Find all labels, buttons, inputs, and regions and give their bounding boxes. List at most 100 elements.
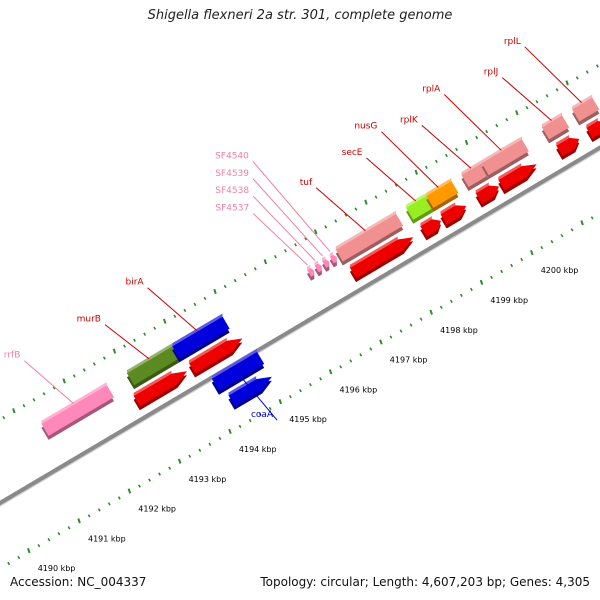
accession-text: Accession: NC_004337 bbox=[10, 575, 147, 589]
tick-mark bbox=[515, 110, 519, 116]
tick-mark bbox=[47, 538, 51, 542]
tick-mark bbox=[22, 404, 26, 408]
gene-sf4540 bbox=[329, 251, 337, 268]
inner-tick-row bbox=[0, 216, 594, 571]
tick-mark bbox=[324, 225, 328, 229]
cds-block bbox=[189, 337, 243, 378]
map-title: Shigella flexneri 2a str. 301, complete … bbox=[147, 8, 453, 23]
tick-mark bbox=[92, 362, 96, 366]
tick-mark bbox=[263, 259, 268, 265]
tick-mark bbox=[560, 234, 564, 238]
tick-mark bbox=[223, 284, 227, 289]
leader-line bbox=[252, 161, 331, 252]
gene-label: tuf bbox=[300, 178, 313, 188]
tick-mark bbox=[2, 415, 6, 420]
tick-mark bbox=[7, 561, 11, 566]
tick-mark bbox=[580, 220, 584, 226]
gene-label: murB bbox=[77, 315, 101, 325]
tick-mark bbox=[500, 269, 504, 274]
gene-nusg bbox=[426, 178, 459, 212]
gene-label: rrfB bbox=[4, 351, 21, 361]
tick-mark bbox=[163, 318, 167, 324]
cds-block bbox=[349, 236, 414, 283]
cds-block bbox=[133, 370, 187, 411]
leader-line bbox=[443, 94, 502, 151]
tick-mark bbox=[27, 547, 31, 554]
gene-rpll bbox=[572, 94, 600, 126]
tick-mark bbox=[123, 344, 126, 348]
tick-mark bbox=[364, 199, 368, 205]
tick-mark bbox=[228, 428, 232, 435]
tick-mark bbox=[414, 169, 418, 175]
tick-mark bbox=[535, 100, 539, 104]
tick-mark bbox=[570, 228, 574, 232]
tick-mark bbox=[208, 442, 212, 446]
leader-line bbox=[252, 213, 308, 266]
tick-mark bbox=[77, 518, 81, 524]
ruler-label: 4190 kbp bbox=[38, 564, 76, 573]
tick-mark bbox=[233, 278, 237, 283]
tick-mark bbox=[42, 392, 46, 396]
tick-mark bbox=[339, 365, 343, 369]
tick-mark bbox=[399, 329, 403, 333]
tick-mark bbox=[274, 255, 277, 259]
tick-mark bbox=[127, 488, 132, 494]
gene-sf4538 bbox=[314, 260, 322, 277]
tick-mark bbox=[510, 263, 514, 268]
cds-block bbox=[556, 134, 580, 160]
gene-rrfb bbox=[41, 382, 114, 440]
tick-mark bbox=[545, 94, 549, 98]
gene-label: SF4537 bbox=[215, 204, 249, 214]
cds-block bbox=[420, 216, 441, 241]
tick-mark bbox=[374, 195, 378, 199]
gene-label: rplK bbox=[400, 115, 419, 125]
tick-mark bbox=[464, 139, 469, 146]
tick-mark bbox=[319, 377, 322, 381]
tick-mark bbox=[32, 398, 36, 402]
cds-block bbox=[498, 163, 537, 195]
gene-label: coaA bbox=[251, 410, 274, 420]
tick-mark bbox=[57, 532, 61, 536]
tick-mark bbox=[495, 123, 499, 128]
tick-mark bbox=[313, 229, 318, 235]
tick-mark bbox=[505, 117, 509, 122]
tick-mark bbox=[138, 484, 141, 488]
tick-mark bbox=[389, 335, 393, 339]
gene-label: rplJ bbox=[484, 68, 499, 78]
gene-coaa bbox=[211, 348, 265, 395]
tick-mark bbox=[369, 347, 373, 351]
tick-mark bbox=[349, 359, 353, 363]
leader-line bbox=[366, 157, 417, 202]
tick-mark bbox=[294, 243, 297, 247]
tick-mark bbox=[12, 408, 16, 414]
backbone-line bbox=[0, 145, 600, 506]
gene-label: SF4538 bbox=[215, 186, 249, 196]
tick-mark bbox=[404, 177, 408, 181]
tick-mark bbox=[253, 266, 257, 271]
tick-mark bbox=[540, 245, 544, 250]
gene-label: secE bbox=[342, 148, 363, 158]
tick-mark bbox=[143, 332, 147, 336]
tick-mark bbox=[439, 305, 443, 309]
tick-mark bbox=[117, 496, 121, 500]
ruler-label: 4196 kbp bbox=[340, 385, 378, 394]
tick-mark bbox=[268, 406, 272, 411]
leader-line bbox=[421, 124, 472, 169]
tick-mark bbox=[470, 287, 473, 292]
gene-label: SF4540 bbox=[215, 151, 249, 161]
tick-mark bbox=[107, 502, 111, 506]
tick-mark bbox=[193, 302, 197, 307]
tick-mark bbox=[258, 412, 262, 417]
tick-mark bbox=[334, 219, 338, 223]
gene-sf4539 bbox=[322, 256, 330, 272]
tick-mark bbox=[419, 317, 423, 321]
tick-mark bbox=[344, 213, 348, 217]
gene-label: nusG bbox=[354, 122, 377, 132]
cds-block-inner bbox=[228, 376, 272, 410]
tick-mark bbox=[177, 458, 182, 464]
tick-mark bbox=[585, 70, 589, 74]
ruler-label: 4195 kbp bbox=[289, 415, 327, 424]
tick-mark bbox=[530, 249, 534, 256]
ruler-label: 4199 kbp bbox=[490, 296, 528, 305]
